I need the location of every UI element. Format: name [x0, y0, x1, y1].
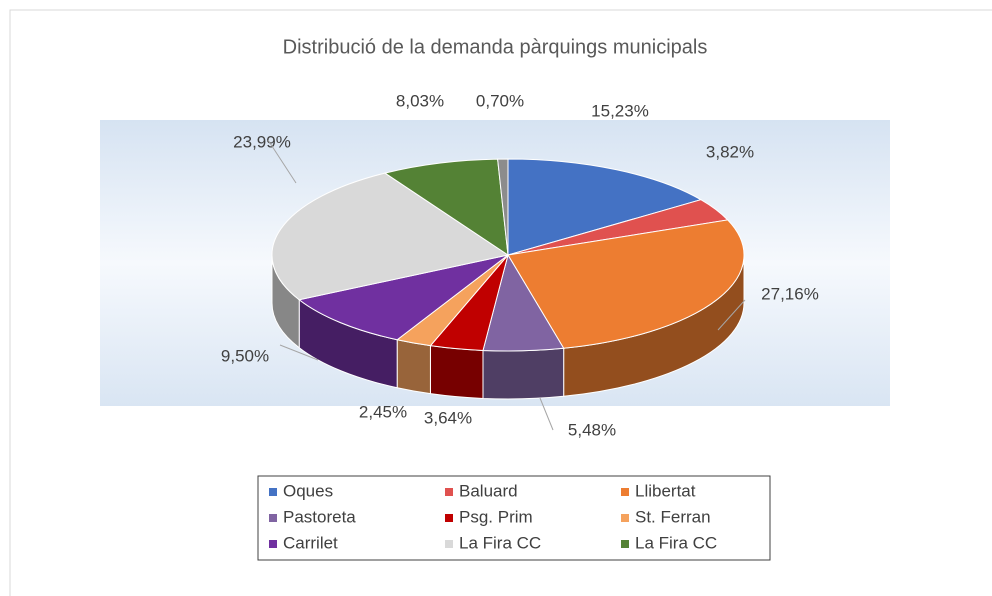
legend-label: La Fira CC	[635, 533, 717, 552]
legend-label: La Fira CC	[459, 533, 541, 552]
slice	[507, 158, 703, 256]
data-label: 8,03%	[396, 91, 444, 110]
legend-swatch	[269, 540, 277, 548]
slice	[298, 254, 509, 341]
chart-title: Distribució de la demanda pàrquings muni…	[283, 36, 708, 58]
slice-side	[396, 339, 431, 395]
legend-swatch	[621, 540, 629, 548]
data-label: 3,82%	[706, 142, 754, 161]
slice-side	[482, 347, 565, 400]
legend-label: Carrilet	[283, 533, 338, 552]
legend-swatch	[269, 514, 277, 522]
leader-line	[267, 139, 297, 184]
data-label: 3,64%	[424, 408, 472, 427]
legend-label: Psg. Prim	[459, 507, 533, 526]
legend-label: St. Ferran	[635, 507, 711, 526]
legend-swatch	[445, 514, 453, 522]
slice	[497, 158, 509, 256]
data-label: 2,45%	[359, 402, 407, 421]
data-label: 15,23%	[591, 101, 649, 120]
data-label: 5,48%	[568, 420, 616, 439]
data-label: 23,99%	[233, 132, 291, 151]
leader-line	[539, 397, 554, 431]
legend-swatch	[445, 488, 453, 496]
data-label: 0,70%	[476, 91, 524, 110]
data-label: 9,50%	[221, 346, 269, 365]
slice	[271, 172, 510, 301]
slice	[507, 219, 745, 349]
slice-side	[429, 345, 484, 399]
leader-line	[279, 344, 319, 361]
legend-swatch	[621, 488, 629, 496]
legend-label: Llibertat	[635, 481, 696, 500]
legend-swatch	[269, 488, 277, 496]
legend-swatch	[445, 540, 453, 548]
legend-swatch	[621, 514, 629, 522]
legend-label: Pastoreta	[283, 507, 356, 526]
legend-label: Oques	[283, 481, 333, 500]
slice	[383, 158, 509, 257]
chart-frame	[9, 9, 992, 596]
legend	[257, 475, 771, 561]
data-label: 27,16%	[761, 284, 819, 303]
leader-line	[717, 299, 746, 331]
legend-label: Baluard	[459, 481, 518, 500]
